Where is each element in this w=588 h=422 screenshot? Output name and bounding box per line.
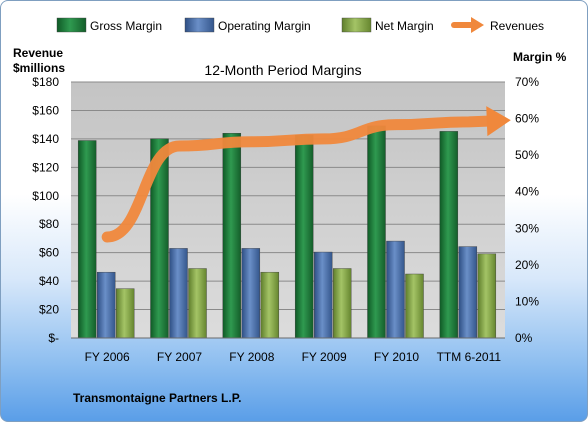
legend-arrow-icon [471, 17, 484, 33]
legend-label: Gross Margin [90, 19, 162, 33]
right-tick-label: 60% [515, 112, 539, 126]
right-tick-label: 10% [515, 294, 539, 308]
bar-operating-margin [169, 248, 188, 339]
right-tick-label: 40% [515, 185, 539, 199]
left-tick-label: $160 [32, 103, 59, 117]
bar-gross-margin [294, 134, 314, 339]
legend-swatch-net-margin [341, 17, 372, 33]
left-tick-label: $- [48, 331, 59, 345]
left-tick-label: $20 [39, 303, 59, 317]
left-axis-title-line1: Revenue [13, 46, 63, 60]
left-tick-label: $120 [32, 160, 59, 174]
bar-operating-margin [241, 248, 261, 339]
x-tick-label: FY 2010 [374, 350, 419, 364]
bar-gross-margin [439, 131, 459, 339]
legend-label: Net Margin [375, 19, 434, 33]
x-tick-label: FY 2009 [302, 350, 347, 364]
bar-net-margin [477, 253, 497, 339]
bar-net-margin [405, 273, 424, 339]
legend-swatch-gross-margin [56, 17, 87, 33]
bar-net-margin [188, 268, 207, 339]
chart-title: 12-Month Period Margins [204, 62, 361, 78]
right-tick-label: 50% [515, 148, 539, 162]
bar-operating-margin [458, 246, 478, 339]
right-tick-label: 30% [515, 221, 539, 235]
company-name: Transmontaigne Partners L.P. [73, 391, 242, 405]
bar-gross-margin [222, 132, 242, 339]
revenue-arrow-head [486, 106, 511, 137]
revenue-line [101, 115, 497, 243]
right-tick-label: 20% [515, 258, 539, 272]
bar-operating-margin [96, 271, 116, 339]
bar-operating-margin [313, 251, 333, 339]
bar-net-margin [332, 268, 352, 339]
left-tick-label: $180 [32, 75, 59, 89]
x-tick-label: TTM 6-2011 [437, 350, 502, 364]
x-tick-label: FY 2007 [157, 350, 202, 364]
x-tick-label: FY 2008 [229, 350, 274, 364]
right-tick-label: 70% [515, 75, 539, 89]
left-tick-label: $80 [39, 217, 59, 231]
legend-label: Operating Margin [218, 19, 311, 33]
legend-swatch-operating-margin [184, 17, 215, 33]
bar-gross-margin [367, 125, 386, 339]
left-tick-label: $40 [39, 274, 59, 288]
bar-operating-margin [386, 240, 405, 339]
bar-net-margin [115, 288, 135, 339]
bar-gross-margin [77, 140, 97, 339]
left-axis-title-line2: $millions [13, 61, 65, 75]
legend-label: Revenues [490, 19, 544, 33]
x-tick-label: FY 2006 [85, 350, 130, 364]
right-axis-title: Margin % [513, 50, 567, 64]
left-tick-label: $140 [32, 132, 59, 146]
right-tick-label: 0% [515, 331, 533, 345]
left-tick-label: $60 [39, 246, 59, 260]
left-tick-label: $100 [32, 189, 59, 203]
bar-net-margin [260, 271, 280, 339]
